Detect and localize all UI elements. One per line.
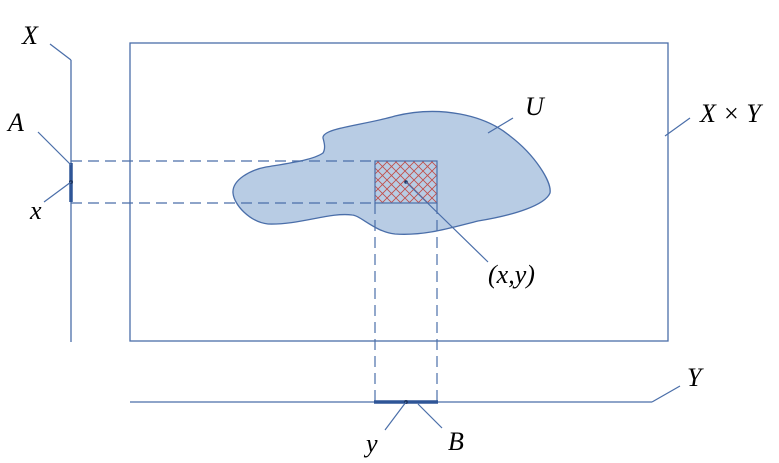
pair-label-leader bbox=[405, 181, 489, 263]
b-label-leader bbox=[417, 403, 443, 429]
y-point-leader bbox=[384, 401, 407, 431]
label-set-a: A bbox=[6, 108, 24, 137]
label-point-x: x bbox=[29, 196, 42, 225]
x-point-leader bbox=[43, 181, 72, 203]
label-set-b: B bbox=[448, 427, 464, 456]
x-label-leader bbox=[49, 43, 72, 61]
label-x-space: X bbox=[21, 21, 39, 50]
label-product: X × Y bbox=[699, 99, 763, 128]
label-set-u: U bbox=[525, 92, 546, 121]
label-point-y: y bbox=[363, 429, 378, 458]
product-rectangle bbox=[129, 42, 669, 342]
a-label-leader bbox=[37, 131, 72, 166]
u-label-leader bbox=[487, 117, 514, 134]
label-leaders bbox=[37, 117, 691, 431]
label-y-space: Y bbox=[687, 363, 704, 392]
product-label-leader bbox=[664, 117, 691, 137]
y-label-leader bbox=[651, 385, 681, 403]
label-pair: (x,y) bbox=[488, 260, 535, 289]
